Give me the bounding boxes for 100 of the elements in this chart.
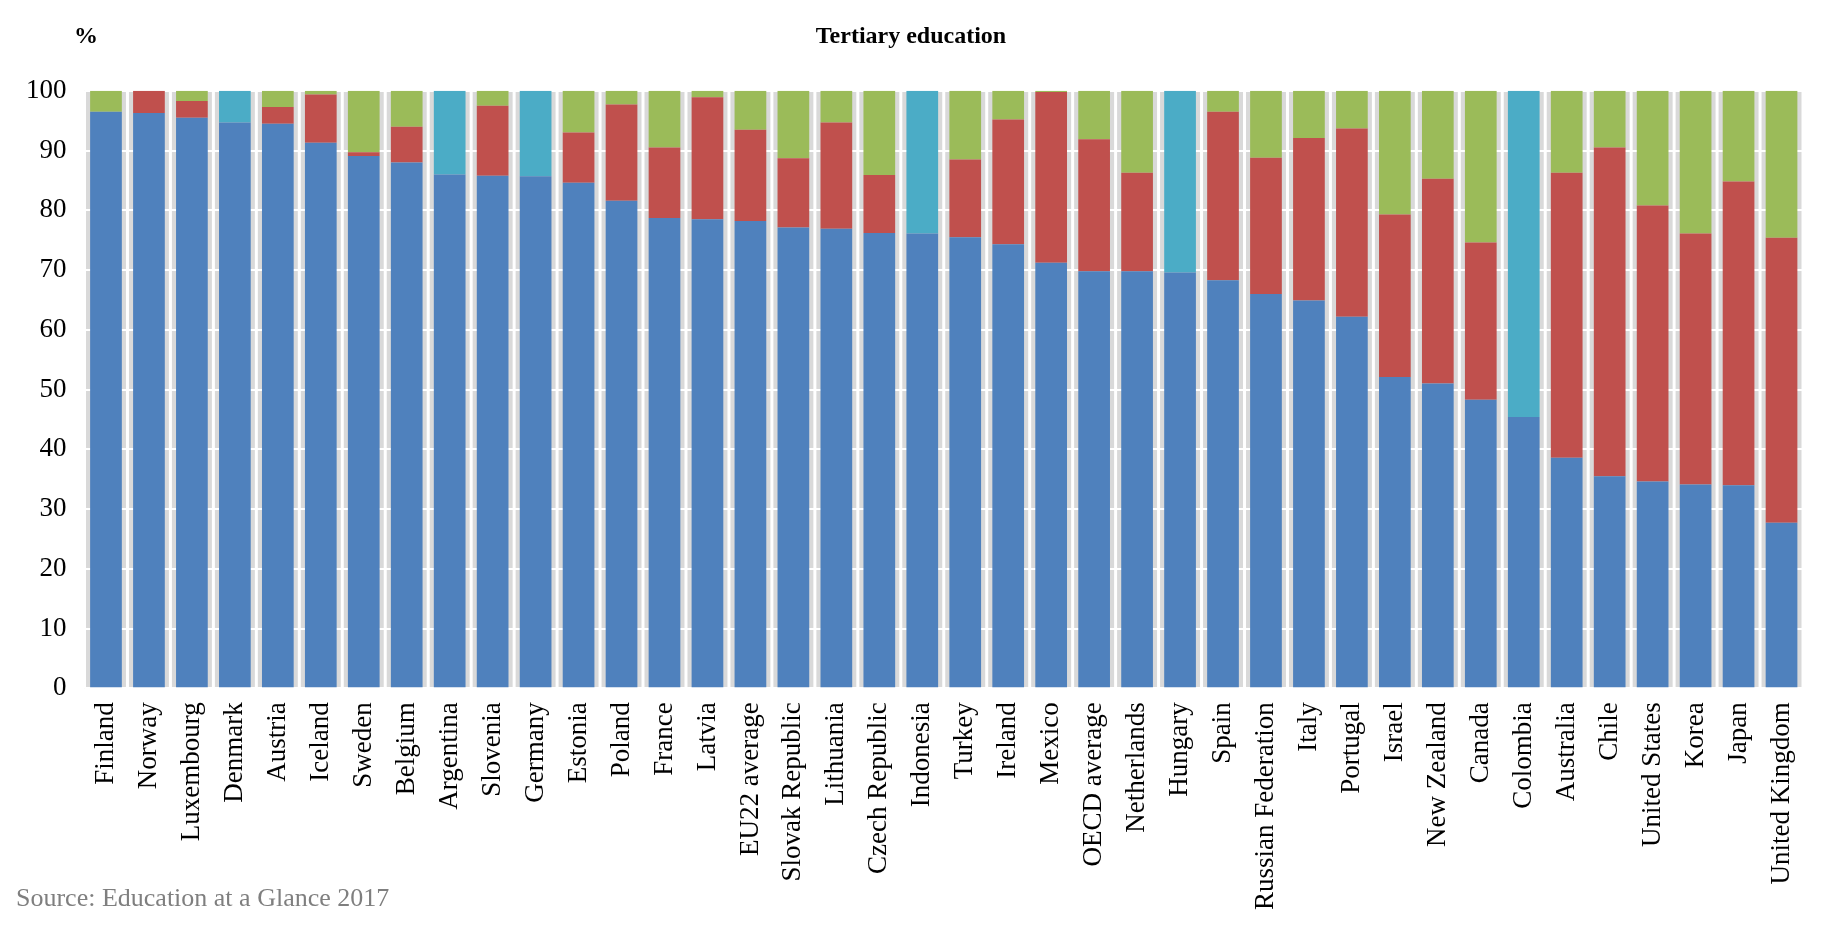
bar — [176, 100, 208, 118]
bar — [992, 119, 1025, 245]
bar — [1507, 90, 1540, 418]
x-tick-label: United States — [1635, 702, 1666, 848]
bar — [605, 90, 638, 105]
x-tick-label: EU22 average — [733, 702, 764, 856]
x-tick-label: Iceland — [303, 701, 334, 782]
y-tick-label: 60 — [39, 312, 67, 343]
bar — [906, 90, 939, 234]
bar — [777, 158, 810, 228]
x-tick-label: Mexico — [1034, 702, 1065, 785]
bar — [1765, 90, 1798, 238]
bar — [1078, 90, 1110, 140]
bar — [1078, 139, 1110, 272]
x-tick-label: Luxembourg — [175, 702, 205, 842]
bar — [1250, 157, 1282, 294]
x-tick-label: Canada — [1463, 702, 1494, 784]
bar — [1593, 476, 1626, 688]
bar — [1593, 147, 1626, 477]
x-tick-label: Israel — [1377, 702, 1408, 763]
bar — [347, 152, 380, 156]
bar — [1035, 262, 1068, 688]
bar — [863, 233, 896, 688]
bar — [390, 90, 423, 127]
bar — [1636, 90, 1669, 206]
x-tick-label: Slovenia — [475, 702, 506, 797]
bar — [648, 218, 681, 688]
bar — [1507, 417, 1540, 688]
x-tick-label: OECD average — [1077, 702, 1108, 867]
bar — [648, 90, 681, 148]
x-tick-label: Korea — [1678, 702, 1709, 769]
y-tick-label: 70 — [39, 253, 67, 284]
bar — [734, 129, 767, 222]
bar — [1636, 481, 1669, 688]
bar — [261, 106, 294, 124]
bar — [863, 90, 896, 176]
bar — [1765, 237, 1798, 523]
bar — [176, 117, 208, 688]
bar — [1550, 457, 1583, 688]
bar — [1207, 111, 1239, 281]
bar — [1464, 242, 1497, 400]
bar — [949, 90, 982, 160]
bar — [1464, 90, 1497, 243]
bar — [1421, 90, 1454, 179]
x-tick-label: Chile — [1592, 702, 1623, 761]
x-tick-label: Ireland — [991, 701, 1022, 779]
bar — [1336, 316, 1368, 688]
bar — [1336, 90, 1368, 129]
bar — [605, 200, 638, 688]
bar — [1679, 90, 1712, 234]
y-tick-label: 40 — [39, 432, 67, 463]
bar — [992, 90, 1025, 120]
bar — [562, 90, 595, 133]
bar — [949, 159, 982, 238]
bar — [1250, 90, 1282, 158]
bar — [777, 227, 810, 688]
bar — [1164, 90, 1196, 273]
x-tick-label: Denmark — [217, 701, 248, 803]
x-tick-label: Spain — [1206, 701, 1237, 764]
bar — [347, 90, 380, 153]
x-tick-label: Turkey — [948, 701, 979, 780]
bar — [1207, 90, 1239, 112]
bar — [562, 182, 595, 688]
x-tick-label: Finland — [89, 701, 120, 785]
y-tick-label: 50 — [39, 372, 67, 403]
bar — [820, 90, 853, 123]
x-tick-label: Belgium — [389, 702, 420, 796]
bar — [133, 112, 165, 688]
bar — [219, 122, 251, 688]
x-tick-label: Sweden — [346, 701, 377, 788]
bar — [691, 219, 724, 688]
bar — [1421, 383, 1454, 688]
bar — [1679, 233, 1712, 485]
bar — [1078, 271, 1110, 688]
y-tick-label: 10 — [39, 611, 67, 642]
x-tick-label: Austria — [260, 702, 291, 782]
bar — [1421, 178, 1454, 384]
bar — [1722, 485, 1755, 688]
bar — [1379, 376, 1411, 688]
bar — [1722, 90, 1755, 182]
x-tick-label: Australia — [1549, 702, 1580, 802]
bar — [433, 90, 466, 175]
x-tick-label: Argentina — [432, 702, 463, 810]
x-tick-label: New Zealand — [1420, 701, 1451, 847]
x-tick-label: Indonesia — [905, 702, 936, 808]
x-tick-label: Germany — [518, 701, 549, 803]
bar — [1722, 181, 1755, 486]
bar — [219, 90, 251, 123]
chart-title: Tertiary education — [815, 21, 1007, 48]
bar — [1679, 484, 1712, 688]
bar — [906, 233, 939, 688]
bar — [1250, 293, 1282, 688]
bar — [1336, 128, 1368, 317]
bar — [1293, 90, 1325, 138]
y-tick-label: 0 — [53, 671, 67, 702]
bar — [90, 111, 122, 688]
bar — [519, 176, 552, 688]
bar — [1121, 90, 1153, 173]
x-tick-label: United Kingdom — [1764, 702, 1795, 885]
bar — [1593, 90, 1626, 148]
